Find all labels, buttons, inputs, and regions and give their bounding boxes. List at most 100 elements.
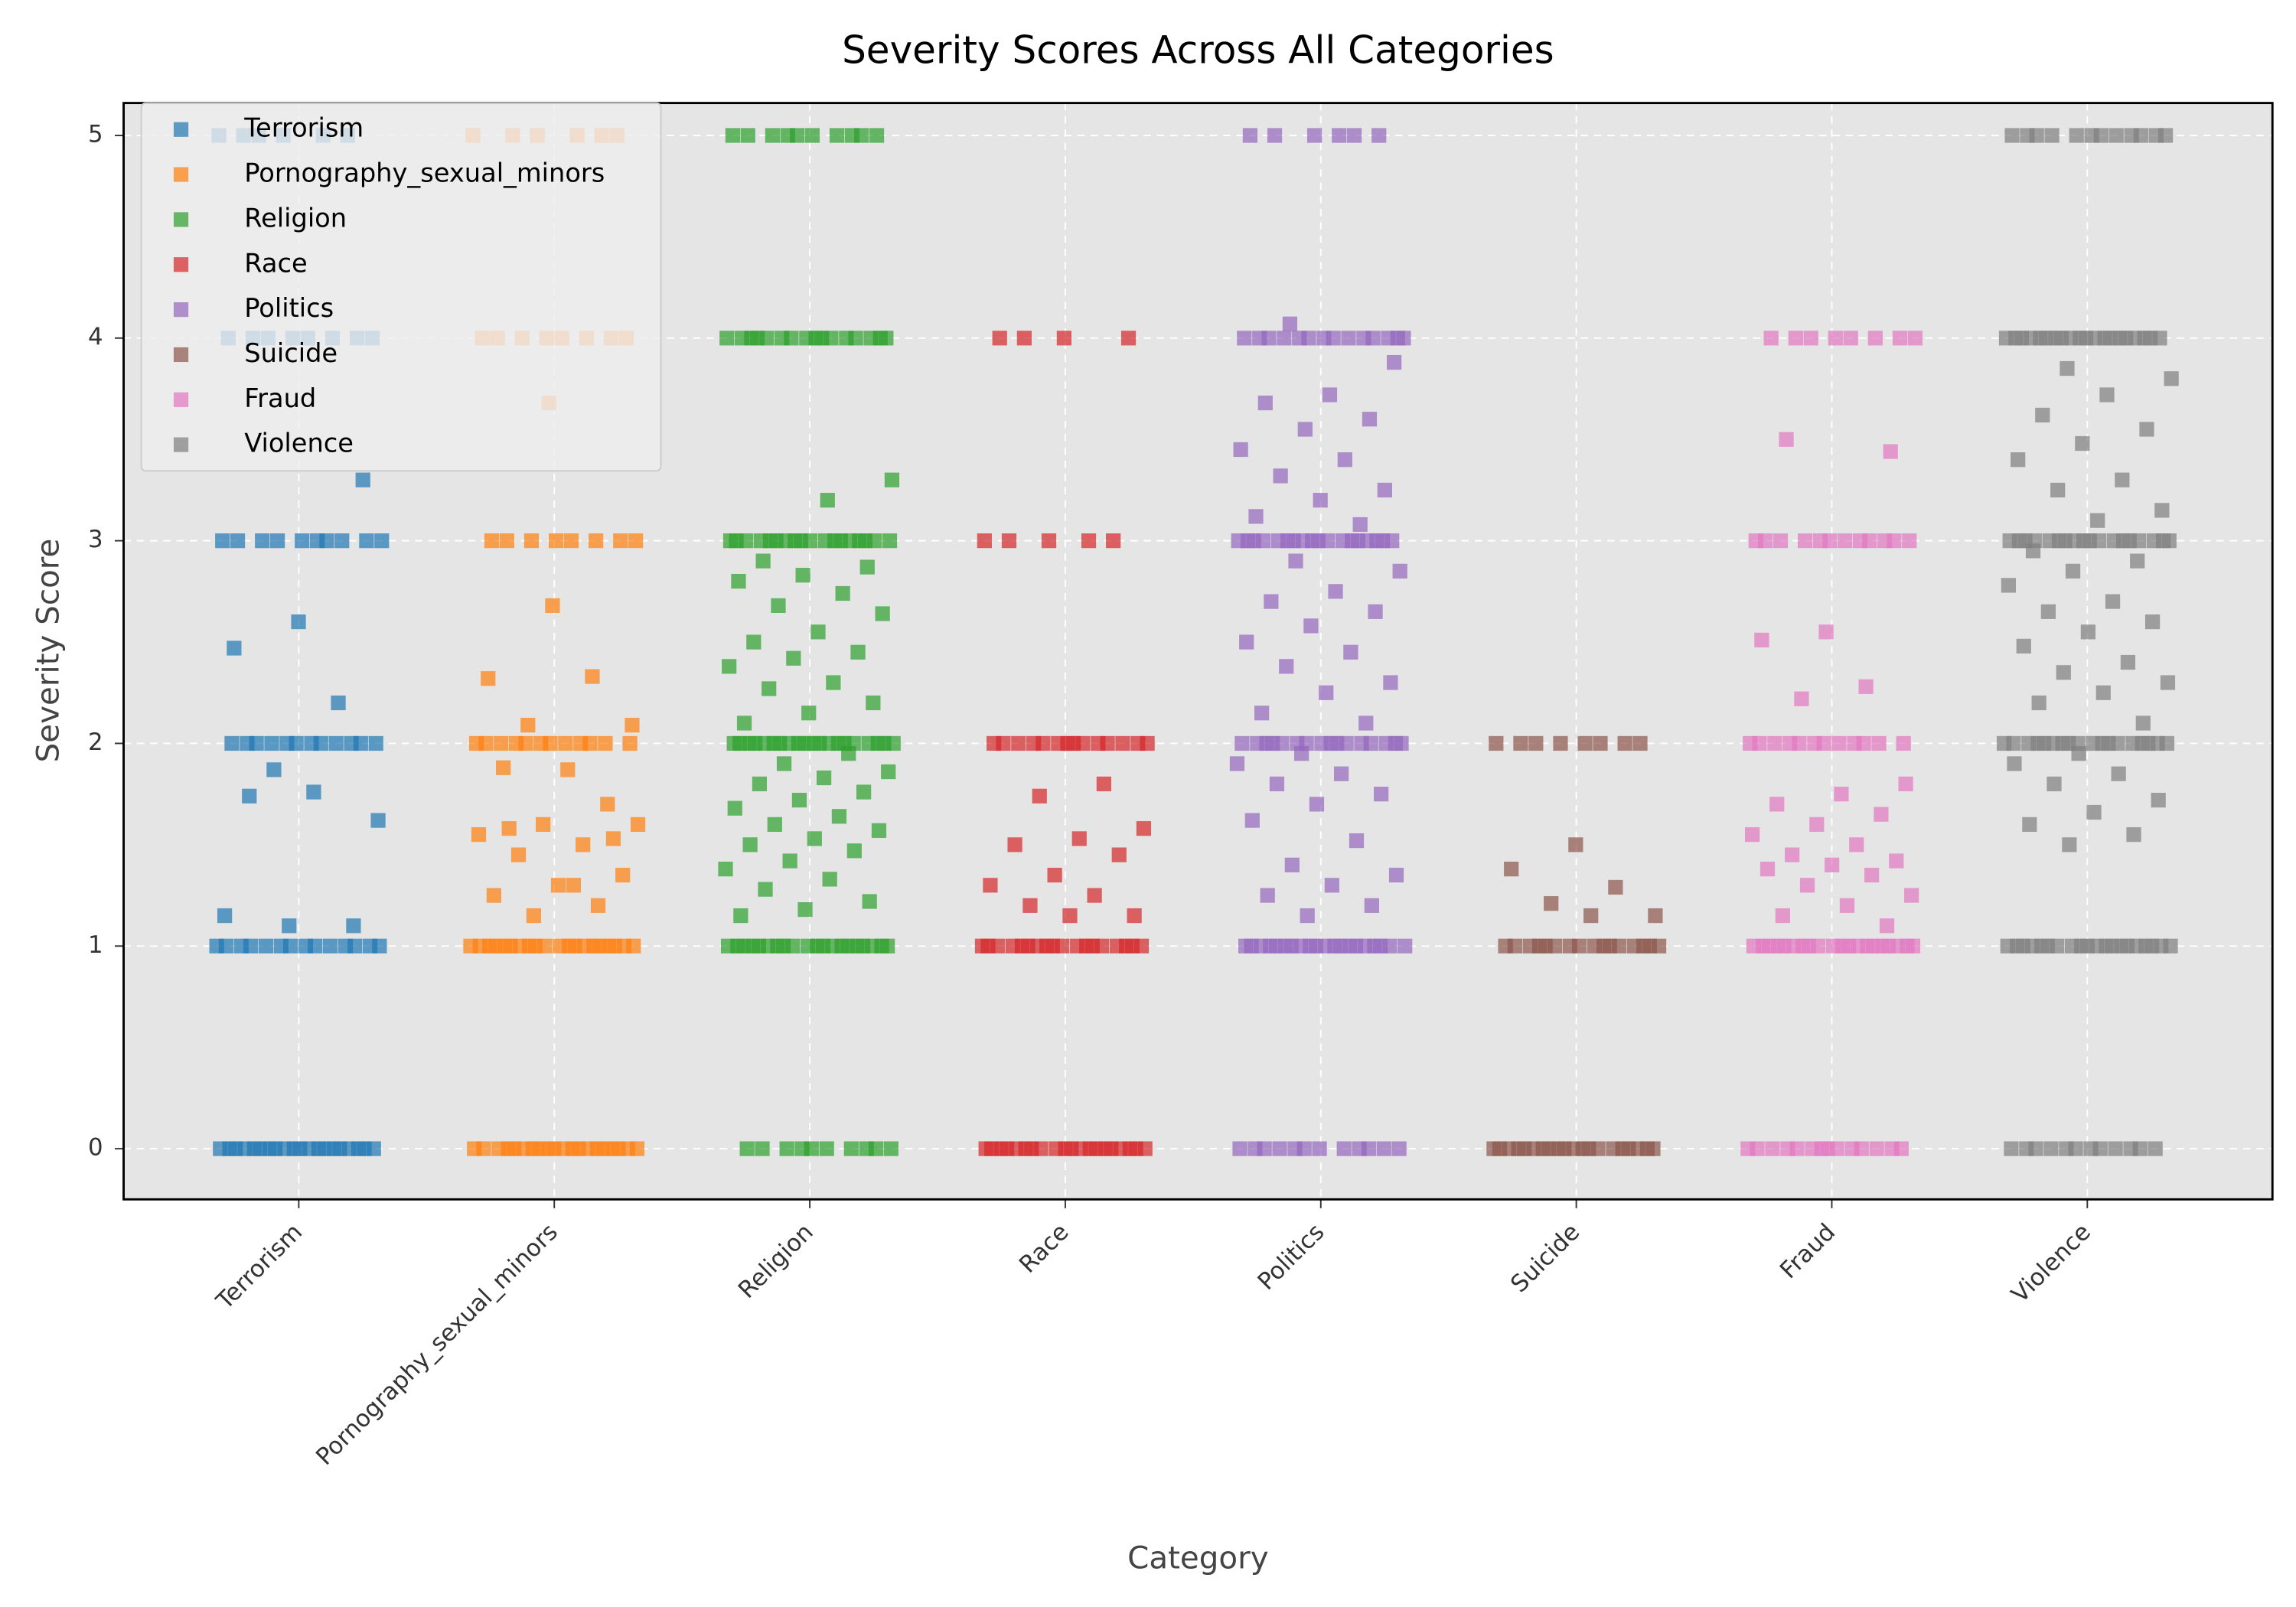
point [814,331,830,346]
point [228,1141,243,1156]
point [977,533,992,549]
point [2025,543,2041,559]
point [869,128,885,143]
point [2042,533,2057,549]
point [2154,503,2170,518]
point [1383,675,1398,690]
point [740,128,755,143]
point [486,888,501,903]
point [2050,482,2066,498]
point [291,614,306,630]
point [628,533,644,549]
point [332,1141,347,1156]
point [1016,331,1032,346]
point [1884,1141,1900,1156]
point [2038,331,2054,346]
point [1109,938,1124,953]
point [224,735,240,751]
point [2016,638,2031,654]
point [1062,908,1078,924]
point [1293,746,1309,761]
point [1744,827,1760,843]
point [1581,1141,1596,1156]
point [795,568,810,583]
point [1489,735,1504,751]
point [1273,468,1288,484]
legend-label: Race [244,248,307,278]
point [880,938,895,953]
point [1024,1141,1039,1156]
point [306,784,321,800]
point [309,533,325,549]
point [2090,513,2105,528]
point [1064,1141,1079,1156]
point [1056,331,1072,346]
point [1562,938,1577,953]
point [338,938,354,953]
point [266,762,282,777]
point [1277,331,1292,346]
point [722,659,737,674]
point [782,853,797,869]
point [2064,938,2080,953]
point [2135,715,2151,731]
point [1602,938,1617,953]
point [1763,331,1779,346]
point [2057,533,2073,549]
point [1136,821,1152,836]
point [1272,1141,1287,1156]
point [2020,128,2035,143]
point [613,533,628,549]
point [1568,837,1583,852]
point [881,764,896,780]
point [2143,331,2158,346]
point [1801,938,1816,953]
legend-label: Terrorism [243,113,364,143]
point [560,762,576,777]
point [1837,533,1853,549]
y-tick-label: 2 [88,729,103,756]
point [533,735,549,751]
point [1396,331,1411,346]
point [1341,331,1356,346]
point [1001,533,1017,549]
point [1337,452,1352,468]
point [829,128,845,143]
point [2151,792,2166,808]
point [1805,1141,1820,1156]
point [1354,735,1369,751]
point [488,938,503,953]
point [800,938,816,953]
chart-title: Severity Scores Across All Categories [842,28,1554,73]
point [1026,735,1042,751]
point [1005,938,1020,953]
point [1329,735,1345,751]
point [1834,787,1849,802]
point [2019,1141,2034,1156]
point [600,797,615,812]
point [213,1141,228,1156]
point [2086,804,2102,820]
point [304,735,319,751]
point [839,331,854,346]
point [2044,128,2060,143]
point [1391,1141,1407,1156]
point [1492,1141,1508,1156]
point [230,533,246,549]
point [1892,331,1908,346]
point [980,938,996,953]
point [1011,735,1026,751]
point [355,472,370,487]
point [1242,128,1258,143]
legend-label: Pornography_sexual_minors [244,158,605,188]
point [871,823,887,838]
point [2000,938,2015,953]
point [2031,695,2047,711]
legend-marker [173,437,189,452]
point [833,533,848,549]
point [2071,746,2086,761]
point [835,585,850,601]
point [536,817,551,833]
point [729,533,744,549]
point [1288,553,1303,569]
